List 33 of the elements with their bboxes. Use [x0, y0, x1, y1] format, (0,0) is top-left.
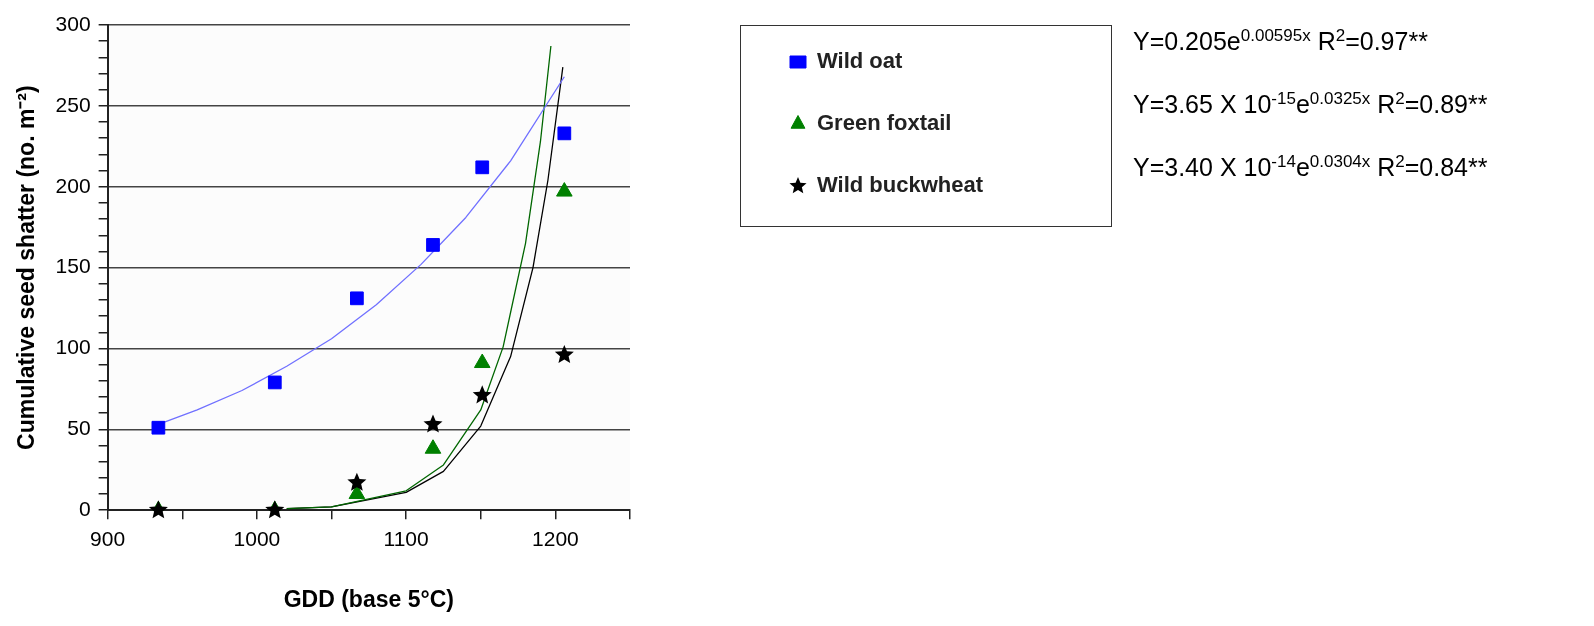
point — [423, 414, 443, 433]
x-tick-label: 1100 — [383, 526, 429, 550]
x-tick-label: 900 — [90, 526, 126, 550]
y-tick-label: 0 — [78, 497, 91, 520]
point — [554, 344, 574, 364]
point — [424, 439, 442, 454]
point — [347, 472, 367, 491]
point — [472, 385, 492, 404]
y-tick-label: 100 — [55, 335, 91, 359]
legend-label: Wild oat — [817, 48, 904, 74]
point — [265, 500, 285, 519]
point — [426, 238, 440, 252]
y-tick-label: 150 — [55, 254, 91, 278]
text: Y=0.205e$^{0.00595x}$ R$^{2}$=0.97** — [1133, 25, 1429, 58]
text: Y=3.65 X 10$^{-15}$e$^{0.0325x}$ R$^{2}$=0.89** — [1133, 88, 1488, 121]
legend-label: Green foxtail — [817, 110, 952, 136]
y-axis-title: Cumulative seed shatter (no. m⁻²) — [13, 85, 40, 450]
x-tick-label: 1200 — [532, 526, 579, 550]
x-axis-title: GDD (base 5°C) — [283, 585, 454, 612]
point — [475, 160, 490, 175]
point — [267, 375, 282, 390]
legend-label: Wild buckwheat — [817, 172, 984, 198]
point — [151, 420, 166, 435]
y-tick-label: 50 — [67, 416, 91, 440]
point — [350, 291, 364, 306]
text: Y=3.40 X 10$^{-14}$e$^{0.0304x}$ R$^{2}$=0.84** — [1133, 151, 1488, 184]
x-tick-label: 1000 — [233, 526, 281, 550]
point — [557, 126, 572, 141]
point — [473, 353, 491, 369]
y-tick-label: 200 — [55, 173, 91, 197]
point — [148, 500, 168, 519]
y-tick-label: 250 — [55, 92, 91, 116]
y-tick-label: 300 — [55, 11, 91, 35]
